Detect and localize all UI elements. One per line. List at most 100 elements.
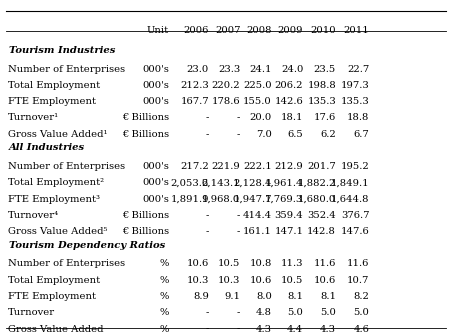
Text: 359.4: 359.4 — [274, 211, 303, 220]
Text: 24.1: 24.1 — [249, 65, 271, 74]
Text: 6.7: 6.7 — [353, 130, 368, 139]
Text: 4.3: 4.3 — [319, 325, 335, 332]
Text: 212.3: 212.3 — [180, 81, 208, 90]
Text: 142.8: 142.8 — [307, 227, 335, 236]
Text: 10.6: 10.6 — [249, 276, 271, 285]
Text: Number of Enterprises: Number of Enterprises — [8, 162, 125, 171]
Text: 6.2: 6.2 — [320, 130, 335, 139]
Text: 201.7: 201.7 — [307, 162, 335, 171]
Text: 000's: 000's — [142, 81, 169, 90]
Text: -: - — [205, 227, 208, 236]
Text: € Billions: € Billions — [122, 130, 169, 139]
Text: 7.0: 7.0 — [255, 130, 271, 139]
Text: 10.3: 10.3 — [217, 276, 240, 285]
Text: 000's: 000's — [142, 97, 169, 106]
Text: 24.0: 24.0 — [280, 65, 303, 74]
Text: %: % — [159, 292, 169, 301]
Text: -: - — [205, 211, 208, 220]
Text: 11.3: 11.3 — [280, 260, 303, 269]
Text: 178.6: 178.6 — [211, 97, 240, 106]
Text: 220.2: 220.2 — [211, 81, 240, 90]
Text: 1,968.0: 1,968.0 — [202, 195, 240, 204]
Text: Gross Value Added: Gross Value Added — [8, 325, 103, 332]
Text: 1,961.4: 1,961.4 — [264, 178, 303, 187]
Text: Turnover⁴: Turnover⁴ — [8, 211, 59, 220]
Text: 1,947.7: 1,947.7 — [233, 195, 271, 204]
Text: -: - — [236, 308, 240, 317]
Text: -: - — [205, 308, 208, 317]
Text: 17.6: 17.6 — [313, 114, 335, 123]
Text: Gross Value Added¹: Gross Value Added¹ — [8, 130, 107, 139]
Text: 10.6: 10.6 — [313, 276, 335, 285]
Text: 2009: 2009 — [277, 26, 303, 35]
Text: 000's: 000's — [142, 65, 169, 74]
Text: -: - — [236, 130, 240, 139]
Text: -: - — [205, 130, 208, 139]
Text: € Billions: € Billions — [122, 114, 169, 123]
Text: 6.5: 6.5 — [287, 130, 303, 139]
Text: 11.6: 11.6 — [346, 260, 368, 269]
Text: 221.9: 221.9 — [211, 162, 240, 171]
Text: All Industries: All Industries — [9, 143, 84, 152]
Text: 197.3: 197.3 — [340, 81, 368, 90]
Text: € Billions: € Billions — [122, 227, 169, 236]
Text: FTE Employment³: FTE Employment³ — [8, 195, 100, 204]
Text: 9.1: 9.1 — [224, 292, 240, 301]
Text: 147.6: 147.6 — [340, 227, 368, 236]
Text: 142.6: 142.6 — [274, 97, 303, 106]
Text: 222.1: 222.1 — [243, 162, 271, 171]
Text: 2007: 2007 — [214, 26, 240, 35]
Text: 2,143.1: 2,143.1 — [201, 178, 240, 187]
Text: 1,882.2: 1,882.2 — [297, 178, 335, 187]
Text: 4.3: 4.3 — [255, 325, 271, 332]
Text: 23.5: 23.5 — [313, 65, 335, 74]
Text: 5.0: 5.0 — [319, 308, 335, 317]
Text: 198.8: 198.8 — [307, 81, 335, 90]
Text: 000's: 000's — [142, 162, 169, 171]
Text: 10.7: 10.7 — [346, 276, 368, 285]
Text: 23.3: 23.3 — [218, 65, 240, 74]
Text: 22.7: 22.7 — [346, 65, 368, 74]
Text: %: % — [159, 260, 169, 269]
Text: 8.1: 8.1 — [287, 292, 303, 301]
Text: 10.5: 10.5 — [280, 276, 303, 285]
Text: Total Employment²: Total Employment² — [8, 178, 104, 187]
Text: 4.6: 4.6 — [353, 325, 368, 332]
Text: 10.8: 10.8 — [249, 260, 271, 269]
Text: 10.3: 10.3 — [186, 276, 208, 285]
Text: Tourism Dependency Ratios: Tourism Dependency Ratios — [9, 241, 165, 250]
Text: -: - — [205, 325, 208, 332]
Text: 1,644.8: 1,644.8 — [330, 195, 368, 204]
Text: 135.3: 135.3 — [340, 97, 368, 106]
Text: 8.2: 8.2 — [353, 292, 368, 301]
Text: %: % — [159, 325, 169, 332]
Text: € Billions: € Billions — [122, 211, 169, 220]
Text: 2011: 2011 — [343, 26, 368, 35]
Text: 2010: 2010 — [310, 26, 335, 35]
Text: Tourism Industries: Tourism Industries — [9, 46, 115, 55]
Text: -: - — [236, 114, 240, 123]
Text: 20.0: 20.0 — [249, 114, 271, 123]
Text: 4.8: 4.8 — [255, 308, 271, 317]
Text: 10.5: 10.5 — [217, 260, 240, 269]
Text: 000's: 000's — [142, 195, 169, 204]
Text: 1,849.1: 1,849.1 — [330, 178, 368, 187]
Text: 352.4: 352.4 — [307, 211, 335, 220]
Text: 1,769.3: 1,769.3 — [264, 195, 303, 204]
Text: 225.0: 225.0 — [243, 81, 271, 90]
Text: 1,680.0: 1,680.0 — [297, 195, 335, 204]
Text: 8.9: 8.9 — [193, 292, 208, 301]
Text: 376.7: 376.7 — [340, 211, 368, 220]
Text: 11.6: 11.6 — [313, 260, 335, 269]
Text: Number of Enterprises: Number of Enterprises — [8, 260, 125, 269]
Text: 8.0: 8.0 — [255, 292, 271, 301]
Text: 4.4: 4.4 — [286, 325, 303, 332]
Text: 2,053.6: 2,053.6 — [170, 178, 208, 187]
Text: Total Employment: Total Employment — [8, 276, 100, 285]
Text: -: - — [236, 325, 240, 332]
Text: 8.1: 8.1 — [319, 292, 335, 301]
Text: 2008: 2008 — [246, 26, 271, 35]
Text: 167.7: 167.7 — [180, 97, 208, 106]
Text: %: % — [159, 308, 169, 317]
Text: Turnover: Turnover — [8, 308, 55, 317]
